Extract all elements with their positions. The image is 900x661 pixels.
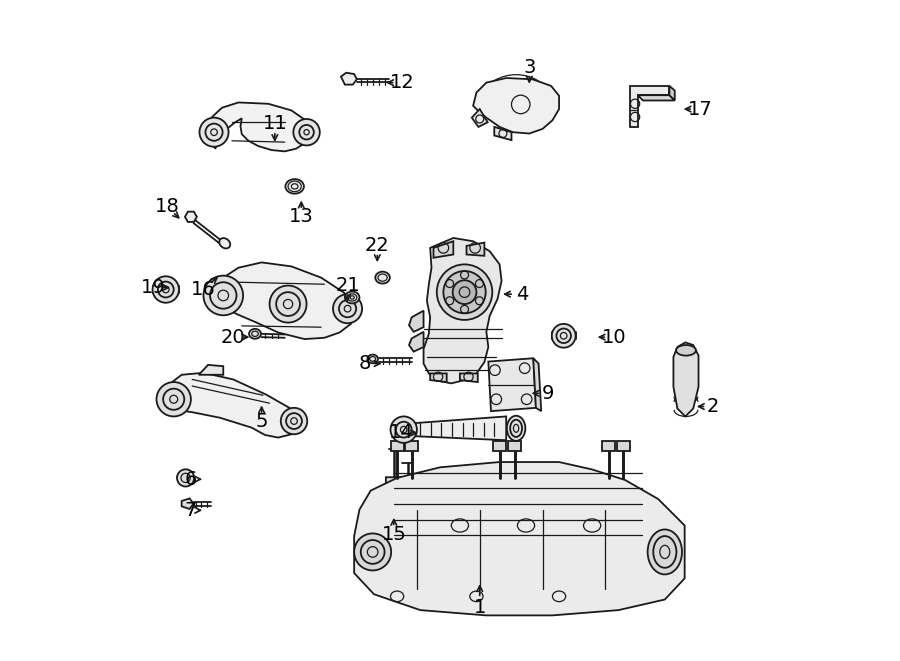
Polygon shape [355, 462, 685, 615]
Text: 20: 20 [220, 328, 246, 346]
Circle shape [153, 276, 179, 303]
Polygon shape [215, 262, 355, 339]
Polygon shape [472, 109, 488, 127]
Polygon shape [405, 441, 418, 451]
Text: 11: 11 [263, 114, 287, 133]
Circle shape [200, 118, 229, 147]
Text: 22: 22 [364, 236, 390, 255]
Polygon shape [430, 373, 446, 382]
Text: 5: 5 [256, 412, 268, 432]
Polygon shape [670, 86, 675, 100]
Polygon shape [409, 332, 424, 352]
Ellipse shape [220, 238, 230, 249]
Circle shape [333, 294, 362, 323]
Polygon shape [209, 102, 311, 151]
Polygon shape [460, 373, 478, 382]
Polygon shape [424, 238, 501, 383]
Text: 4: 4 [516, 285, 528, 303]
Ellipse shape [676, 345, 696, 356]
Polygon shape [466, 243, 484, 256]
Polygon shape [493, 441, 506, 451]
Circle shape [453, 280, 476, 304]
Text: 13: 13 [289, 208, 313, 227]
Polygon shape [409, 311, 424, 332]
Ellipse shape [285, 179, 304, 194]
Polygon shape [391, 441, 404, 451]
Polygon shape [184, 212, 197, 222]
Text: 16: 16 [191, 280, 216, 299]
Polygon shape [508, 441, 521, 451]
Ellipse shape [367, 354, 378, 364]
Text: 12: 12 [391, 73, 415, 92]
Polygon shape [602, 441, 616, 451]
Circle shape [355, 533, 392, 570]
Polygon shape [616, 441, 630, 451]
Circle shape [177, 469, 194, 486]
Circle shape [444, 271, 486, 313]
Polygon shape [416, 416, 506, 440]
Polygon shape [473, 78, 559, 134]
Polygon shape [386, 477, 401, 490]
Text: 8: 8 [359, 354, 372, 373]
Polygon shape [489, 358, 536, 411]
Circle shape [157, 382, 191, 416]
Text: 15: 15 [382, 525, 406, 544]
Ellipse shape [249, 329, 261, 338]
Text: 1: 1 [473, 598, 486, 617]
Text: 21: 21 [335, 276, 360, 295]
Text: 19: 19 [141, 278, 166, 297]
Polygon shape [494, 127, 511, 140]
Polygon shape [534, 358, 541, 411]
Circle shape [203, 276, 243, 315]
Ellipse shape [507, 416, 526, 441]
Polygon shape [434, 241, 454, 258]
Circle shape [391, 416, 417, 443]
Text: 17: 17 [688, 100, 713, 118]
Circle shape [281, 408, 307, 434]
Text: 7: 7 [184, 501, 197, 520]
Polygon shape [182, 498, 194, 509]
Text: 14: 14 [389, 424, 414, 442]
Polygon shape [638, 95, 675, 100]
Ellipse shape [375, 272, 390, 284]
Text: 9: 9 [542, 384, 554, 403]
Circle shape [293, 119, 320, 145]
Ellipse shape [345, 292, 359, 303]
Polygon shape [341, 73, 356, 85]
Text: 18: 18 [155, 197, 180, 216]
Text: 10: 10 [602, 328, 626, 346]
Text: 2: 2 [707, 397, 719, 416]
Text: 6: 6 [184, 470, 197, 488]
Polygon shape [167, 373, 300, 438]
Polygon shape [673, 342, 698, 416]
Polygon shape [400, 490, 416, 504]
Ellipse shape [648, 529, 682, 574]
Circle shape [269, 286, 307, 323]
Polygon shape [630, 86, 670, 127]
Text: 3: 3 [523, 58, 536, 77]
Circle shape [552, 324, 576, 348]
Circle shape [436, 264, 492, 320]
Polygon shape [199, 365, 223, 375]
